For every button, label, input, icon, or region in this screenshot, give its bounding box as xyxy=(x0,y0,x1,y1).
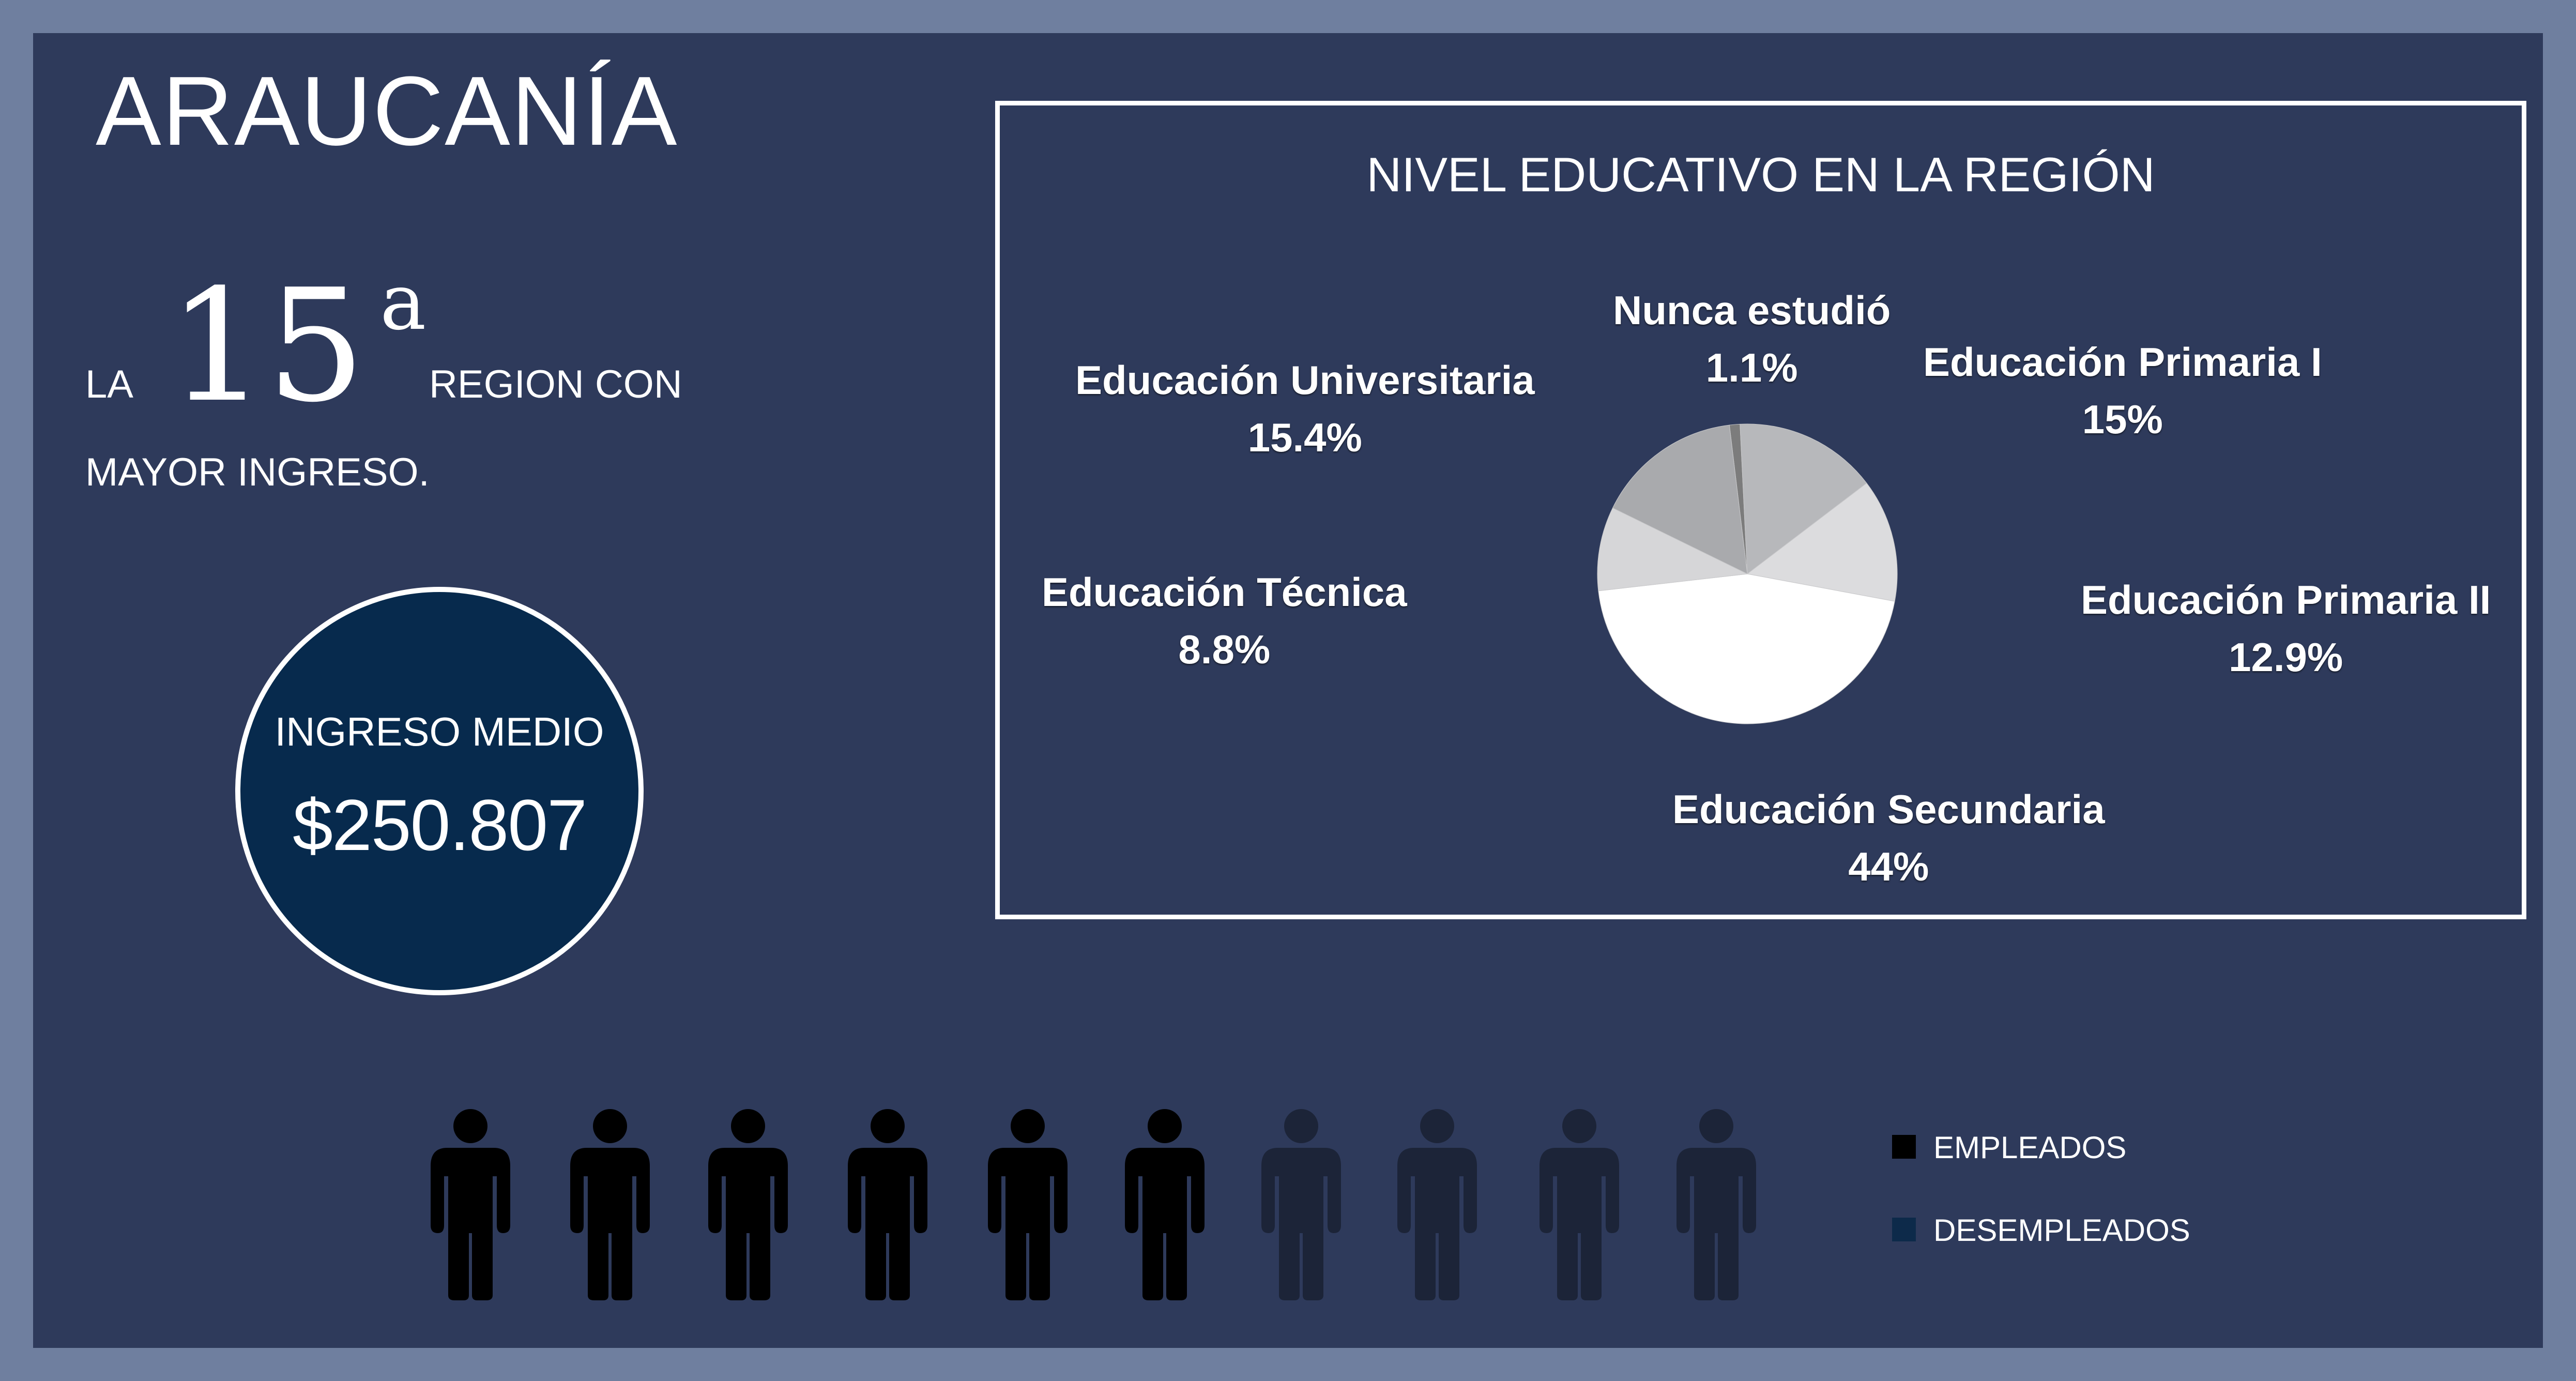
person-icon-employed xyxy=(704,1109,792,1300)
pie-label-secundaria: Educación Secundaria 44% xyxy=(1672,781,2105,896)
pie-label-value: 15.4% xyxy=(1247,414,1362,460)
pie-label-name: Educación Primaria II xyxy=(2081,577,2491,623)
income-label: INGRESO MEDIO xyxy=(275,709,604,754)
ranking-ordinal: a xyxy=(380,257,426,347)
person-icon-employed xyxy=(1121,1109,1209,1300)
pie-label-name: Nunca estudió xyxy=(1613,287,1891,333)
pie-label-name: Educación Primaria I xyxy=(1923,339,2322,385)
education-pie-chart xyxy=(1597,423,1898,724)
pie-label-tecnica: Educación Técnica 8.8% xyxy=(1042,564,1407,678)
ranking-statement: LA 15 a REGION CON xyxy=(85,248,757,429)
person-icon-unemployed xyxy=(1535,1109,1623,1300)
ranking-suffix-line2: MAYOR INGRESO. xyxy=(85,450,430,494)
person-icon-employed xyxy=(984,1109,1072,1300)
income-value: $250.807 xyxy=(293,784,587,866)
pie-slice-3 xyxy=(1598,573,1895,724)
person-icon-employed xyxy=(426,1109,514,1300)
pie-label-name: Educación Técnica xyxy=(1042,569,1407,615)
legend-swatch-unemployed xyxy=(1892,1218,1916,1241)
pie-label-value: 8.8% xyxy=(1178,626,1271,672)
ranking-number: 15 xyxy=(168,256,365,436)
legend-swatch-employed xyxy=(1892,1135,1916,1159)
pie-label-universitaria: Educación Universitaria 15.4% xyxy=(1075,352,1535,466)
pie-slice-1 xyxy=(1740,423,1867,574)
legend-unemployed: DESEMPLEADOS xyxy=(1892,1207,2254,1254)
education-chart-frame: NIVEL EDUCATIVO EN LA REGIÓN xyxy=(995,101,2526,919)
pie-label-value: 15% xyxy=(2082,396,2163,442)
person-icon-unemployed xyxy=(1257,1109,1345,1300)
chart-title: NIVEL EDUCATIVO EN LA REGIÓN xyxy=(1366,147,2155,202)
pie-label-value: 1.1% xyxy=(1705,344,1798,390)
income-badge: INGRESO MEDIO $250.807 xyxy=(235,587,644,995)
ranking-suffix-line1: REGION CON xyxy=(429,362,682,406)
legend-employed: EMPLEADOS xyxy=(1892,1125,2254,1171)
pie-slice-4 xyxy=(1597,507,1748,591)
legend-label-employed: EMPLEADOS xyxy=(1933,1130,2127,1165)
legend-label-unemployed: DESEMPLEADOS xyxy=(1933,1213,2190,1248)
pie-label-nunca-estudio: Nunca estudió 1.1% xyxy=(1613,282,1891,397)
pie-slice-2 xyxy=(1746,482,1898,602)
pie-label-name: Educación Universitaria xyxy=(1075,357,1535,403)
person-icon-unemployed xyxy=(1672,1109,1760,1300)
pie-label-value: 12.9% xyxy=(2229,634,2343,680)
pie-slice-5 xyxy=(1612,424,1748,574)
person-icon-employed xyxy=(566,1109,654,1300)
pie-label-primaria-i: Educación Primaria I 15% xyxy=(1923,333,2322,448)
person-icon-employed xyxy=(844,1109,932,1300)
region-title: ARAUCANÍA xyxy=(96,56,678,166)
ranking-prefix: LA xyxy=(85,362,133,406)
person-icon-unemployed xyxy=(1393,1109,1481,1300)
pie-label-primaria-ii: Educación Primaria II 12.9% xyxy=(2081,571,2491,686)
pie-label-name: Educación Secundaria xyxy=(1672,786,2105,832)
pie-label-value: 44% xyxy=(1848,843,1929,889)
